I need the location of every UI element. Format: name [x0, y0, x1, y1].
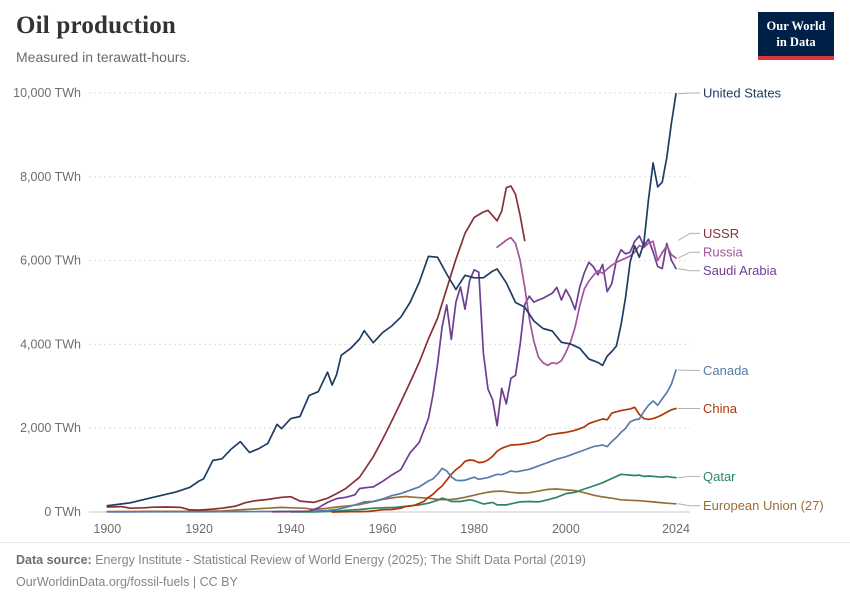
- label-connector-saudi-arabia: [677, 268, 700, 272]
- y-tick-label: 10,000 TWh: [13, 86, 81, 100]
- label-connector-qatar: [677, 475, 700, 479]
- label-connector-european-union-27: [677, 503, 700, 507]
- chart-header: Oil production Measured in terawatt-hour…: [16, 12, 834, 65]
- label-connector-united-states: [677, 92, 700, 95]
- series-line-china[interactable]: [331, 406, 677, 513]
- label-connector-russia: [677, 251, 700, 259]
- series-label-european-union-27[interactable]: European Union (27): [703, 498, 824, 513]
- chart-title: Oil production: [16, 12, 177, 39]
- chart-titles: Oil production Measured in terawatt-hour…: [16, 12, 190, 65]
- x-tick-label: 2024: [662, 522, 690, 536]
- y-tick-label: 4,000 TWh: [20, 337, 81, 351]
- y-tick-label: 6,000 TWh: [20, 254, 81, 268]
- chart-subtitle: Measured in terawatt-hours.: [16, 49, 191, 65]
- x-tick-label: 1960: [369, 522, 397, 536]
- data-source-text: Energy Institute - Statistical Review of…: [95, 553, 586, 567]
- series-line-russia[interactable]: [496, 236, 677, 367]
- x-tick-label: 1900: [93, 522, 121, 536]
- owid-logo-line2: in Data: [776, 35, 816, 50]
- owid-logo-line1: Our World: [766, 19, 826, 33]
- y-tick-label: 0 TWh: [44, 505, 81, 519]
- series-line-canada[interactable]: [106, 369, 677, 513]
- line-chart-canvas: 0 TWh 2,000 TWh 4,000 TWh 6,000 TWh 8,000 TW…: [13, 86, 824, 537]
- x-tick-label: 1940: [277, 522, 305, 536]
- series-line-united-states[interactable]: [106, 92, 677, 507]
- x-tick-label: 2000: [552, 522, 580, 536]
- data-source-line: Data source: Energy Institute - Statisti…: [16, 550, 834, 572]
- x-tick-label: 1920: [185, 522, 213, 536]
- x-tick-label: 1980: [460, 522, 488, 536]
- owid-logo[interactable]: Our World in Data: [758, 12, 834, 60]
- data-source-label: Data source:: [16, 553, 92, 567]
- attribution-link[interactable]: OurWorldinData.org/fossil-fuels | CC BY: [16, 574, 238, 589]
- series-label-china[interactable]: China: [703, 401, 738, 416]
- series-line-european-union-27[interactable]: [106, 488, 677, 513]
- series-line-ussr[interactable]: [106, 185, 526, 511]
- series-label-russia[interactable]: Russia: [703, 245, 744, 260]
- label-connector-ussr: [677, 232, 700, 241]
- series-label-saudi-arabia[interactable]: Saudi Arabia: [703, 263, 777, 278]
- y-tick-label: 2,000 TWh: [20, 421, 81, 435]
- series-line-saudi-arabia[interactable]: [271, 235, 677, 513]
- series-label-ussr[interactable]: USSR: [703, 226, 739, 241]
- chart-footer: Data source: Energy Institute - Statisti…: [0, 542, 850, 600]
- series-label-united-states[interactable]: United States: [703, 86, 782, 101]
- series-label-qatar[interactable]: Qatar: [703, 469, 736, 484]
- series-label-canada[interactable]: Canada: [703, 363, 749, 378]
- y-tick-label: 8,000 TWh: [20, 170, 81, 184]
